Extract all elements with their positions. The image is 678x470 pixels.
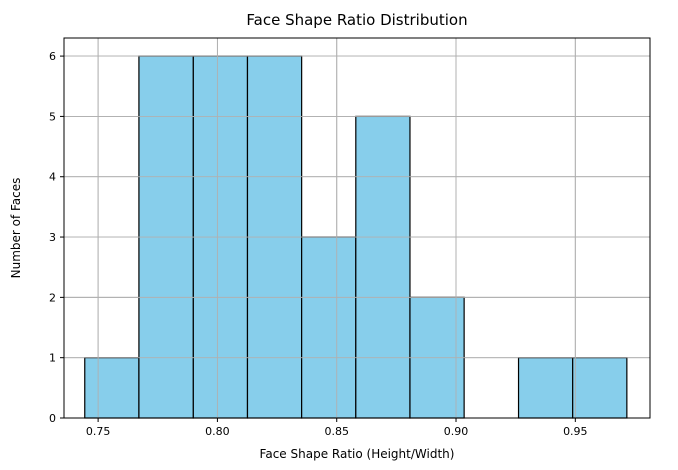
x-tick-label: 0.75 <box>86 425 111 438</box>
plot-frame <box>63 37 651 419</box>
y-tick-label: 1 <box>49 352 56 365</box>
y-tick-label: 5 <box>49 110 56 123</box>
y-tick-label: 2 <box>49 291 56 304</box>
histogram-bar <box>301 236 357 419</box>
y-axis-label: Number of Faces <box>9 178 23 279</box>
histogram-bars <box>64 38 650 419</box>
x-tick-label: 0.90 <box>444 425 469 438</box>
histogram-bar <box>84 357 140 419</box>
x-tick-label: 0.95 <box>563 425 588 438</box>
x-axis-label: Face Shape Ratio (Height/Width) <box>260 447 455 461</box>
grid-overlay <box>64 38 650 419</box>
y-tick-label: 6 <box>49 50 56 63</box>
x-tick-label: 0.85 <box>324 425 349 438</box>
axis-ticks: 0.75 0.80 0.85 0.90 0.95 0 1 2 3 4 5 6 <box>49 50 588 438</box>
chart-title: Face Shape Ratio Distribution <box>246 11 467 29</box>
x-tick-label: 0.80 <box>205 425 230 438</box>
y-tick-label: 4 <box>49 171 56 184</box>
histogram-bar <box>517 357 574 419</box>
histogram-bar <box>355 115 411 419</box>
y-tick-label: 3 <box>49 231 56 244</box>
y-tick-label: 0 <box>49 412 56 425</box>
histogram-bar <box>572 357 628 419</box>
